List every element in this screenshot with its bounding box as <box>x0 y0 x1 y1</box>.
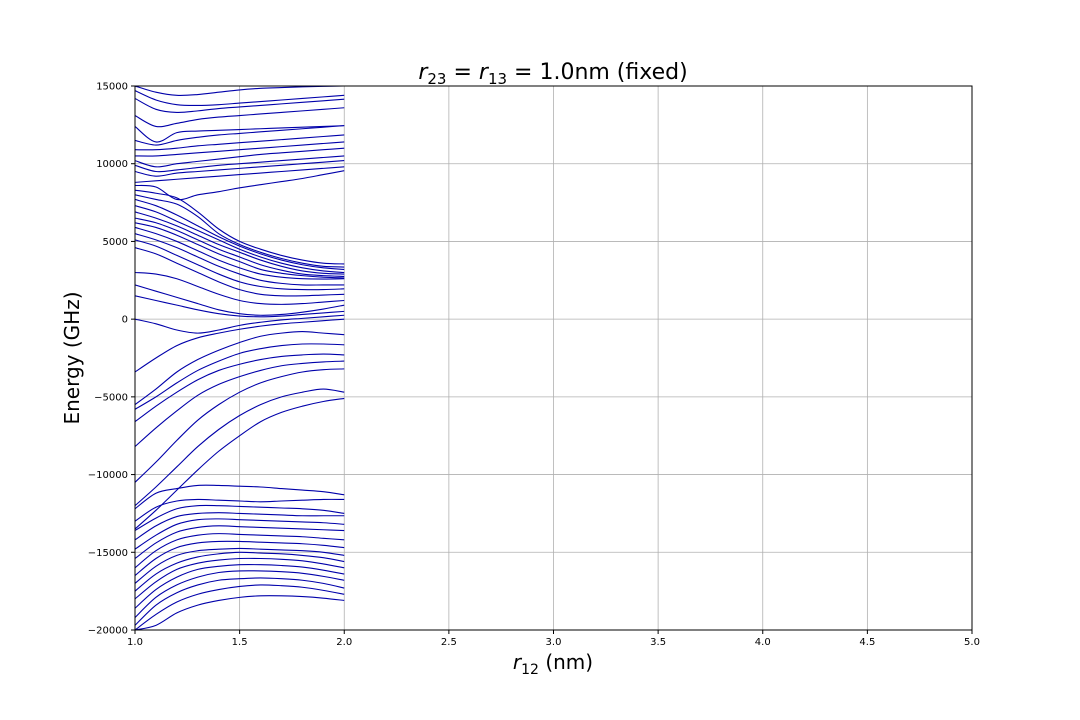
energy-level-line <box>135 498 345 522</box>
energy-level-line <box>135 504 345 532</box>
y-axis-label: Energy (GHz) <box>60 291 84 424</box>
energy-level-line <box>135 547 345 584</box>
energy-level-line <box>135 107 345 128</box>
x-ticks: 1.0 1.5 2.0 2.5 3.0 3.5 4.0 4.5 5.0 <box>127 630 980 648</box>
energy-level-line <box>135 233 345 286</box>
y-tick-label: −5000 <box>94 392 128 403</box>
energy-level-line <box>135 160 345 177</box>
energy-level-line <box>135 595 345 630</box>
x-tick-label: 2.5 <box>441 637 457 648</box>
energy-level-line <box>135 353 345 423</box>
energy-level-line <box>135 217 345 277</box>
energy-level-line <box>135 512 345 541</box>
energy-level-line <box>135 343 345 410</box>
y-tick-label: 0 <box>122 315 128 326</box>
chart-title: r23 = r13 = 1.0nm (fixed) <box>418 60 687 88</box>
series-group <box>135 86 345 630</box>
energy-level-line <box>135 388 345 507</box>
energy-level-line <box>135 222 345 279</box>
energy-level-line <box>135 194 345 268</box>
series-lines <box>135 86 345 630</box>
energy-level-line <box>135 295 345 318</box>
y-tick-label: 10000 <box>96 159 128 170</box>
x-tick-label: 1.5 <box>232 637 248 648</box>
x-tick-label: 3.5 <box>650 637 666 648</box>
energy-level-line <box>135 577 345 626</box>
energy-level-line <box>135 189 345 265</box>
energy-level-line <box>135 551 345 592</box>
energy-level-line <box>135 484 345 510</box>
energy-level-line <box>135 125 345 146</box>
energy-level-line <box>135 525 345 559</box>
x-tick-label: 4.5 <box>859 637 875 648</box>
grid <box>134 85 973 631</box>
energy-level-line <box>135 247 345 297</box>
energy-level-line <box>135 564 345 609</box>
energy-level-line <box>135 557 345 600</box>
energy-level-line <box>135 86 345 96</box>
energy-level-line <box>135 540 345 577</box>
energy-level-line <box>135 570 345 618</box>
x-tick-label: 5.0 <box>964 637 980 648</box>
energy-level-line <box>135 170 345 201</box>
energy-level-line <box>135 239 345 291</box>
x-tick-label: 4.0 <box>755 637 771 648</box>
energy-level-line <box>135 134 345 151</box>
energy-level-line <box>135 211 345 275</box>
energy-level-line <box>135 360 345 448</box>
x-tick-label: 3.0 <box>546 637 562 648</box>
energy-level-line <box>135 97 345 114</box>
energy-level-line <box>135 271 345 305</box>
energy-level-line <box>135 226 345 280</box>
energy-level-line <box>135 368 345 483</box>
energy-level-line <box>135 318 345 373</box>
y-tick-label: −15000 <box>88 548 128 559</box>
y-tick-label: 15000 <box>96 82 128 93</box>
energy-level-line <box>135 205 345 274</box>
energy-level-line <box>135 533 345 569</box>
energy-level-line <box>135 166 345 183</box>
energy-level-line <box>135 584 345 630</box>
x-axis-label: r12 (nm) <box>513 650 593 678</box>
energy-level-line <box>135 198 345 270</box>
x-tick-label: 2.0 <box>336 637 352 648</box>
energy-level-line <box>135 125 345 143</box>
y-tick-label: −20000 <box>88 626 128 637</box>
energy-level-line <box>135 155 345 173</box>
energy-level-line <box>135 397 345 530</box>
energy-level-line <box>135 147 345 168</box>
energy-level-line <box>135 314 345 334</box>
x-tick-label: 1.0 <box>127 637 143 648</box>
energy-level-line <box>135 284 345 316</box>
y-ticks: −20000 −15000 −10000 −5000 0 5000 10000 15000 <box>88 82 135 637</box>
energy-level-line <box>135 90 345 106</box>
energy-level-line <box>135 141 345 157</box>
energy-level-line <box>135 331 345 406</box>
y-tick-label: 5000 <box>103 237 128 248</box>
energy-level-line <box>135 518 345 550</box>
y-tick-label: −10000 <box>88 470 128 481</box>
